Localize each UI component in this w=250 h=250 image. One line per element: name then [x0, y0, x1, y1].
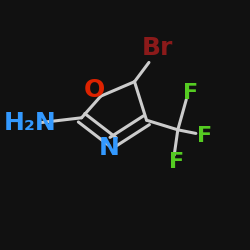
Text: N: N	[99, 136, 120, 160]
Text: H₂N: H₂N	[4, 110, 56, 134]
Text: Br: Br	[142, 36, 173, 60]
Text: O: O	[84, 78, 106, 102]
Text: F: F	[184, 82, 198, 102]
Text: F: F	[169, 152, 184, 172]
Text: F: F	[197, 126, 212, 146]
